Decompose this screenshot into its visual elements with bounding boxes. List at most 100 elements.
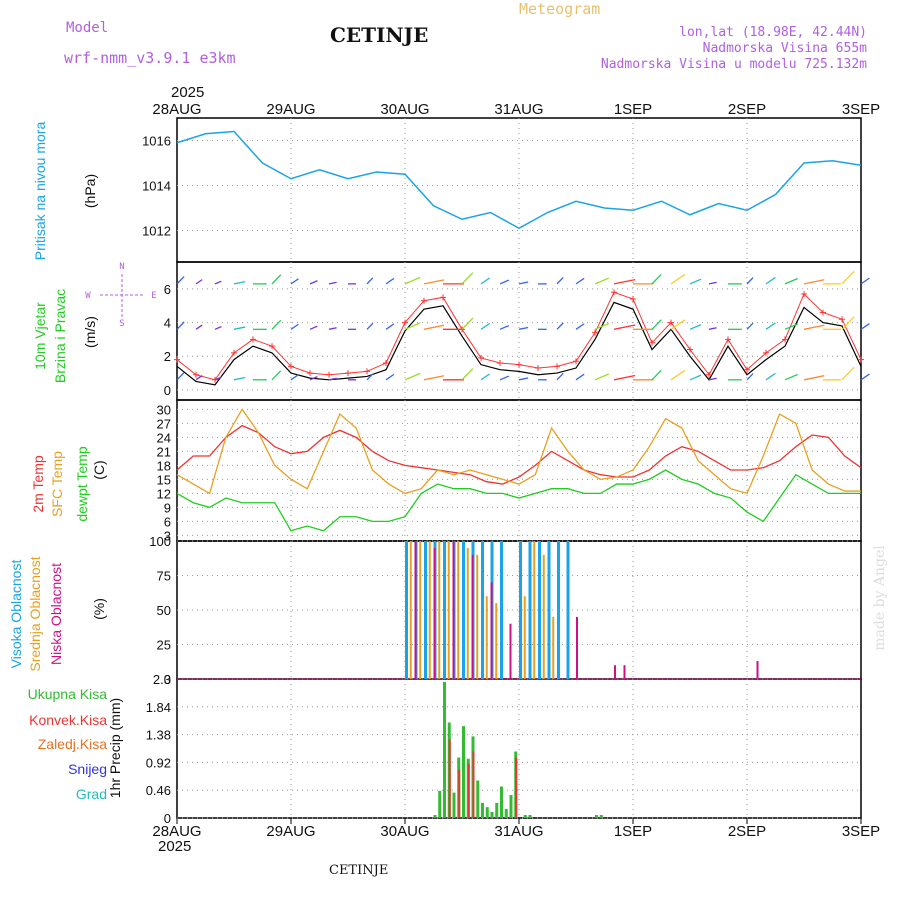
x-tick-top: 28AUG: [152, 101, 201, 118]
wind-arrow: [860, 373, 870, 381]
wind-arrow: [423, 324, 445, 330]
wind-arrow: [290, 374, 299, 381]
wind-gust-marker: [516, 361, 522, 368]
cloud-low-bar: [433, 547, 436, 679]
wind-arrow: [290, 323, 299, 330]
y-tick-label: 0: [164, 672, 171, 687]
wind-arrow: [803, 324, 825, 330]
x-tick-bottom: 1SEP: [614, 823, 652, 840]
wind-arrow: [556, 276, 564, 285]
wind-arrow: [309, 325, 318, 330]
wind-arrow: [594, 322, 610, 330]
precip-conv-bar: [458, 769, 461, 818]
y-tick-label: 1012: [142, 224, 171, 239]
compass-s: S: [119, 319, 124, 329]
x-tick-top: 29AUG: [266, 101, 315, 118]
cloud-high-bar: [557, 541, 560, 679]
cloud-high-bar: [547, 541, 551, 679]
precip-conv-bar: [448, 739, 451, 818]
wind-arrow: [860, 277, 870, 285]
legend-snow: Snijeg: [68, 761, 107, 777]
cloud-mid-bar: [447, 541, 450, 679]
wind-arrow: [195, 375, 203, 381]
wind-arrow: [651, 319, 662, 330]
y-tick-label: 0.92: [146, 755, 171, 770]
y-tick-label: 1016: [142, 134, 171, 149]
wind-arrow: [233, 326, 246, 330]
wind-arrow: [518, 377, 529, 381]
precip-total-bar: [485, 807, 489, 818]
wind-arrow: [765, 372, 776, 381]
cloud-high-bar: [405, 541, 408, 679]
wind-arrow: [575, 373, 585, 381]
temp2m-line: [176, 424, 862, 485]
wind-arrow: [784, 323, 798, 330]
y-tick-label: 3: [164, 528, 171, 543]
x-tick-top: 31AUG: [494, 101, 543, 118]
wind-arrow: [803, 375, 825, 381]
wind-gust-marker: [630, 296, 636, 303]
wind-gust-marker: [174, 356, 180, 363]
cloud-mid-bar: [409, 541, 412, 679]
wind-arrow: [214, 280, 222, 285]
wind-gust-marker: [288, 363, 294, 370]
wind-arrow: [803, 279, 825, 285]
x-tick-bottom: 31AUG: [494, 823, 543, 840]
wind-arrow: [746, 373, 754, 381]
dewpt-line: [176, 469, 861, 532]
wind-arrow: [689, 324, 702, 330]
y-tick-label: 24: [157, 430, 171, 445]
precip-total-bar: [509, 795, 513, 818]
footer-station: CETINJE: [329, 863, 389, 878]
wind-gust-marker: [820, 309, 826, 316]
wind-gust-marker: [706, 371, 712, 378]
wind-gust-marker: [687, 346, 693, 353]
y-tick-label: 0.46: [146, 783, 171, 798]
wind-arrow: [404, 322, 421, 330]
wind-arrow: [480, 373, 491, 381]
wind-arrow: [233, 280, 246, 285]
wind-arrow: [385, 323, 395, 330]
precip-total-bar: [476, 780, 480, 818]
wind-arrow: [176, 276, 185, 285]
wind-gust-marker: [421, 297, 427, 304]
wind-gust-marker: [250, 336, 256, 343]
wind-gust-marker: [858, 356, 864, 363]
cloud-mid-bar: [419, 541, 422, 679]
wind-arrow: [461, 317, 474, 330]
cloud-low-bar: [623, 665, 626, 679]
cloud-low-bar: [471, 554, 474, 679]
cloud-high-bar: [424, 541, 427, 679]
wind-gust-marker: [573, 358, 579, 365]
y-tick-label: 18: [157, 458, 171, 473]
compass-n: N: [119, 262, 124, 272]
cloud-mid-bar: [533, 541, 536, 679]
model-label: Model: [66, 20, 109, 36]
wind-gust-marker: [326, 371, 332, 378]
station-title: CETINJE: [330, 23, 429, 47]
x-tick-top: 3SEP: [842, 101, 880, 118]
wind-arrow: [708, 327, 717, 330]
cloud-high-bar: [528, 541, 532, 679]
compass-e: E: [151, 291, 156, 301]
wind-arrow: [784, 277, 798, 285]
x-tick-top: 30AUG: [380, 101, 429, 118]
legend-freezing-rain: Zaledj.Kisa: [37, 736, 107, 752]
wind-gust-marker: [801, 290, 807, 297]
cloud-high-bar: [443, 541, 446, 679]
y-tick-label: 0: [164, 811, 171, 826]
y-tick-label: 21: [157, 444, 171, 459]
wind-arrow: [214, 376, 222, 381]
pressure-line: [176, 130, 862, 230]
wind-arrow: [290, 278, 299, 285]
wind-arrow: [860, 323, 870, 330]
wind-arrow: [613, 278, 636, 285]
wind-arrow: [271, 274, 282, 285]
cloud-low-bar: [614, 665, 616, 679]
precip-conv-bar: [515, 757, 518, 818]
wind-arrow: [404, 372, 421, 381]
y-tick-label: 27: [157, 416, 171, 431]
precip-total-bar: [481, 802, 484, 818]
wind-arrow: [195, 279, 203, 285]
cloud-mid-bar: [438, 541, 441, 679]
